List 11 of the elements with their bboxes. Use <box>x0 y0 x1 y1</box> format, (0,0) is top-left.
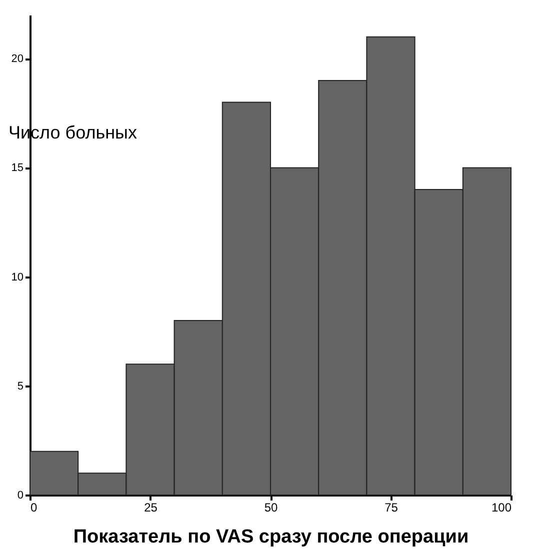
y-tick-label: 5 <box>17 380 24 392</box>
y-tick-label: 20 <box>11 53 24 66</box>
y-tick-label: 15 <box>11 162 24 174</box>
x-tick-label: 100 <box>491 500 512 514</box>
x-tick-label: 50 <box>264 500 278 514</box>
y-tick-label: 0 <box>17 490 24 502</box>
x-tick-label: 25 <box>144 500 158 514</box>
x-tick-label: 75 <box>384 500 398 514</box>
x-tick-label: 0 <box>30 500 38 514</box>
y-tick-label: 10 <box>11 271 24 284</box>
x-axis-title: Показатель по VAS сразу после операции <box>73 526 469 548</box>
